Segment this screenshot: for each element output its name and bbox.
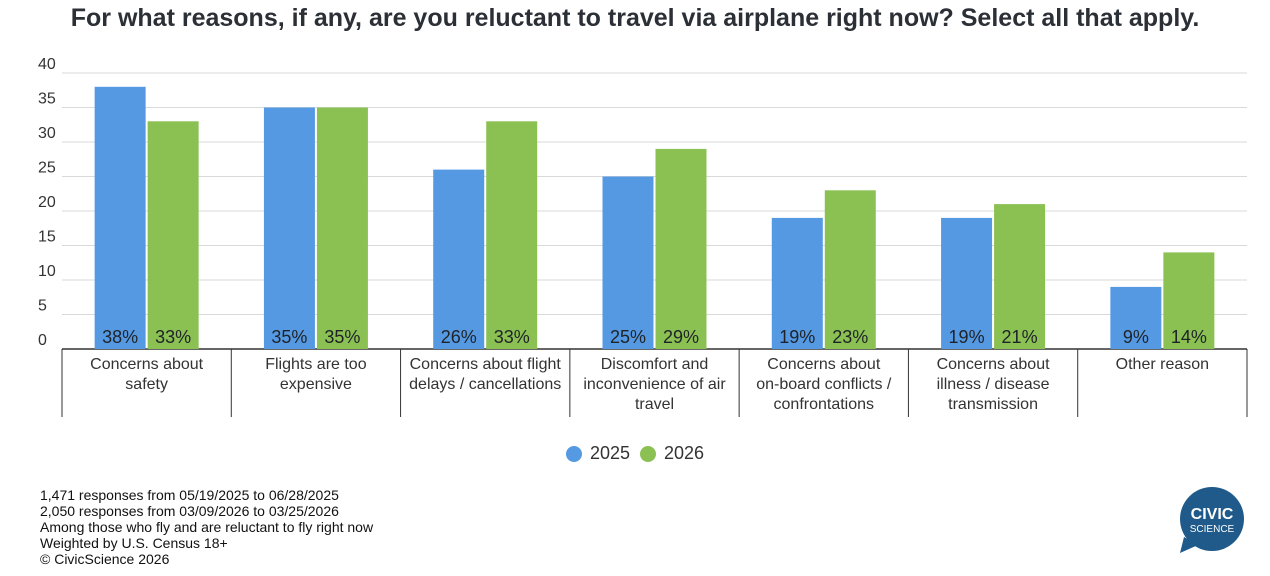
x-category-label: transmission bbox=[948, 396, 1038, 413]
x-category-label: Other reason bbox=[1116, 356, 1209, 373]
footnote-line: Weighted by U.S. Census 18+ bbox=[40, 535, 228, 551]
x-category-label: Flights are too bbox=[265, 356, 366, 373]
y-tick-label: 20 bbox=[38, 194, 56, 211]
chart-title: For what reasons, if any, are you reluct… bbox=[70, 4, 1200, 32]
data-label-2025: 26% bbox=[441, 327, 477, 347]
data-label-2025: 19% bbox=[949, 327, 985, 347]
x-category-label: Concerns about bbox=[767, 356, 881, 373]
data-label-2026: 23% bbox=[832, 327, 868, 347]
data-label-2026: 33% bbox=[494, 327, 530, 347]
data-label-2025: 19% bbox=[779, 327, 815, 347]
footnote-line: Among those who fly and are reluctant to… bbox=[40, 519, 374, 535]
bar-2025-6 bbox=[1110, 286, 1162, 349]
legend-swatch-2026 bbox=[640, 445, 656, 462]
footnotes: 1,471 responses from 05/19/2025 to 06/28… bbox=[40, 487, 373, 567]
bar-2026-3 bbox=[655, 148, 707, 349]
x-category-label: illness / disease bbox=[937, 376, 1050, 393]
x-category-label: travel bbox=[635, 396, 674, 413]
data-label-2025: 25% bbox=[610, 327, 646, 347]
bar-2025-2 bbox=[433, 169, 485, 349]
civicscience-logo: CIVIC SCIENCE bbox=[1180, 487, 1244, 553]
bar-2026-4 bbox=[824, 190, 876, 349]
data-label-2025: 38% bbox=[102, 327, 138, 347]
data-label-2026: 21% bbox=[1002, 327, 1038, 347]
data-label-2026: 33% bbox=[155, 327, 191, 347]
x-category-label: expensive bbox=[280, 376, 352, 393]
bar-2026-0 bbox=[147, 121, 199, 349]
data-label-2025: 9% bbox=[1123, 327, 1149, 347]
logo-text-science: SCIENCE bbox=[1190, 524, 1235, 535]
x-category-label: delays / cancellations bbox=[409, 376, 561, 393]
bar-2026-1 bbox=[316, 107, 368, 349]
x-category-label: Concerns about flight bbox=[410, 356, 562, 373]
x-category-label: confrontations bbox=[774, 396, 875, 413]
data-label-2026: 35% bbox=[324, 327, 360, 347]
logo-bubble-tail bbox=[1180, 537, 1198, 553]
footnote-line: 2,050 responses from 03/09/2026 to 03/25… bbox=[40, 503, 339, 519]
bar-2025-0 bbox=[94, 86, 146, 350]
y-tick-label: 5 bbox=[38, 298, 47, 315]
footnote-line: © CivicScience 2026 bbox=[40, 551, 170, 567]
bar-2025-4 bbox=[771, 217, 823, 349]
x-category-label: inconvenience of air bbox=[583, 376, 726, 393]
y-tick-label: 10 bbox=[38, 263, 56, 280]
legend-label-2026: 2026 bbox=[664, 443, 705, 463]
data-label-2026: 14% bbox=[1171, 327, 1207, 347]
bar-2026-2 bbox=[486, 121, 538, 349]
x-category-label: safety bbox=[125, 376, 168, 393]
legend-swatch-2025 bbox=[565, 445, 582, 462]
x-category-label: Discomfort and bbox=[601, 356, 709, 373]
legend-item-2025[interactable]: 2025 bbox=[565, 443, 630, 464]
y-tick-label: 15 bbox=[38, 229, 56, 246]
bar-2025-3 bbox=[602, 176, 654, 349]
logo-circle bbox=[1180, 487, 1244, 551]
y-tick-label: 30 bbox=[38, 125, 56, 142]
bar-2025-5 bbox=[941, 217, 993, 349]
legend: 2025 2026 bbox=[0, 443, 1270, 464]
legend-label-2025: 2025 bbox=[589, 443, 630, 463]
data-label-2025: 35% bbox=[271, 327, 307, 347]
logo-text-civic: CIVIC bbox=[1191, 506, 1234, 523]
bar-2026-5 bbox=[994, 204, 1046, 349]
footnote-line: 1,471 responses from 05/19/2025 to 06/28… bbox=[40, 487, 339, 503]
y-tick-label: 25 bbox=[38, 160, 56, 177]
bar-chart: 0 5 10 15 20 25 30 35 40 38% 33% Concerns about safe… bbox=[38, 56, 1248, 417]
y-tick-label: 0 bbox=[38, 332, 47, 349]
y-tick-label: 35 bbox=[38, 91, 56, 108]
data-label-2026: 29% bbox=[663, 327, 699, 347]
legend-item-2026[interactable]: 2026 bbox=[640, 443, 704, 464]
x-category-label: Concerns about bbox=[90, 356, 204, 373]
y-tick-label: 40 bbox=[38, 56, 56, 73]
bar-2025-1 bbox=[263, 107, 315, 349]
x-category-label: on-board conflicts / bbox=[756, 376, 892, 393]
bar-2026-6 bbox=[1163, 252, 1215, 349]
x-category-label: Concerns about bbox=[937, 356, 1051, 373]
